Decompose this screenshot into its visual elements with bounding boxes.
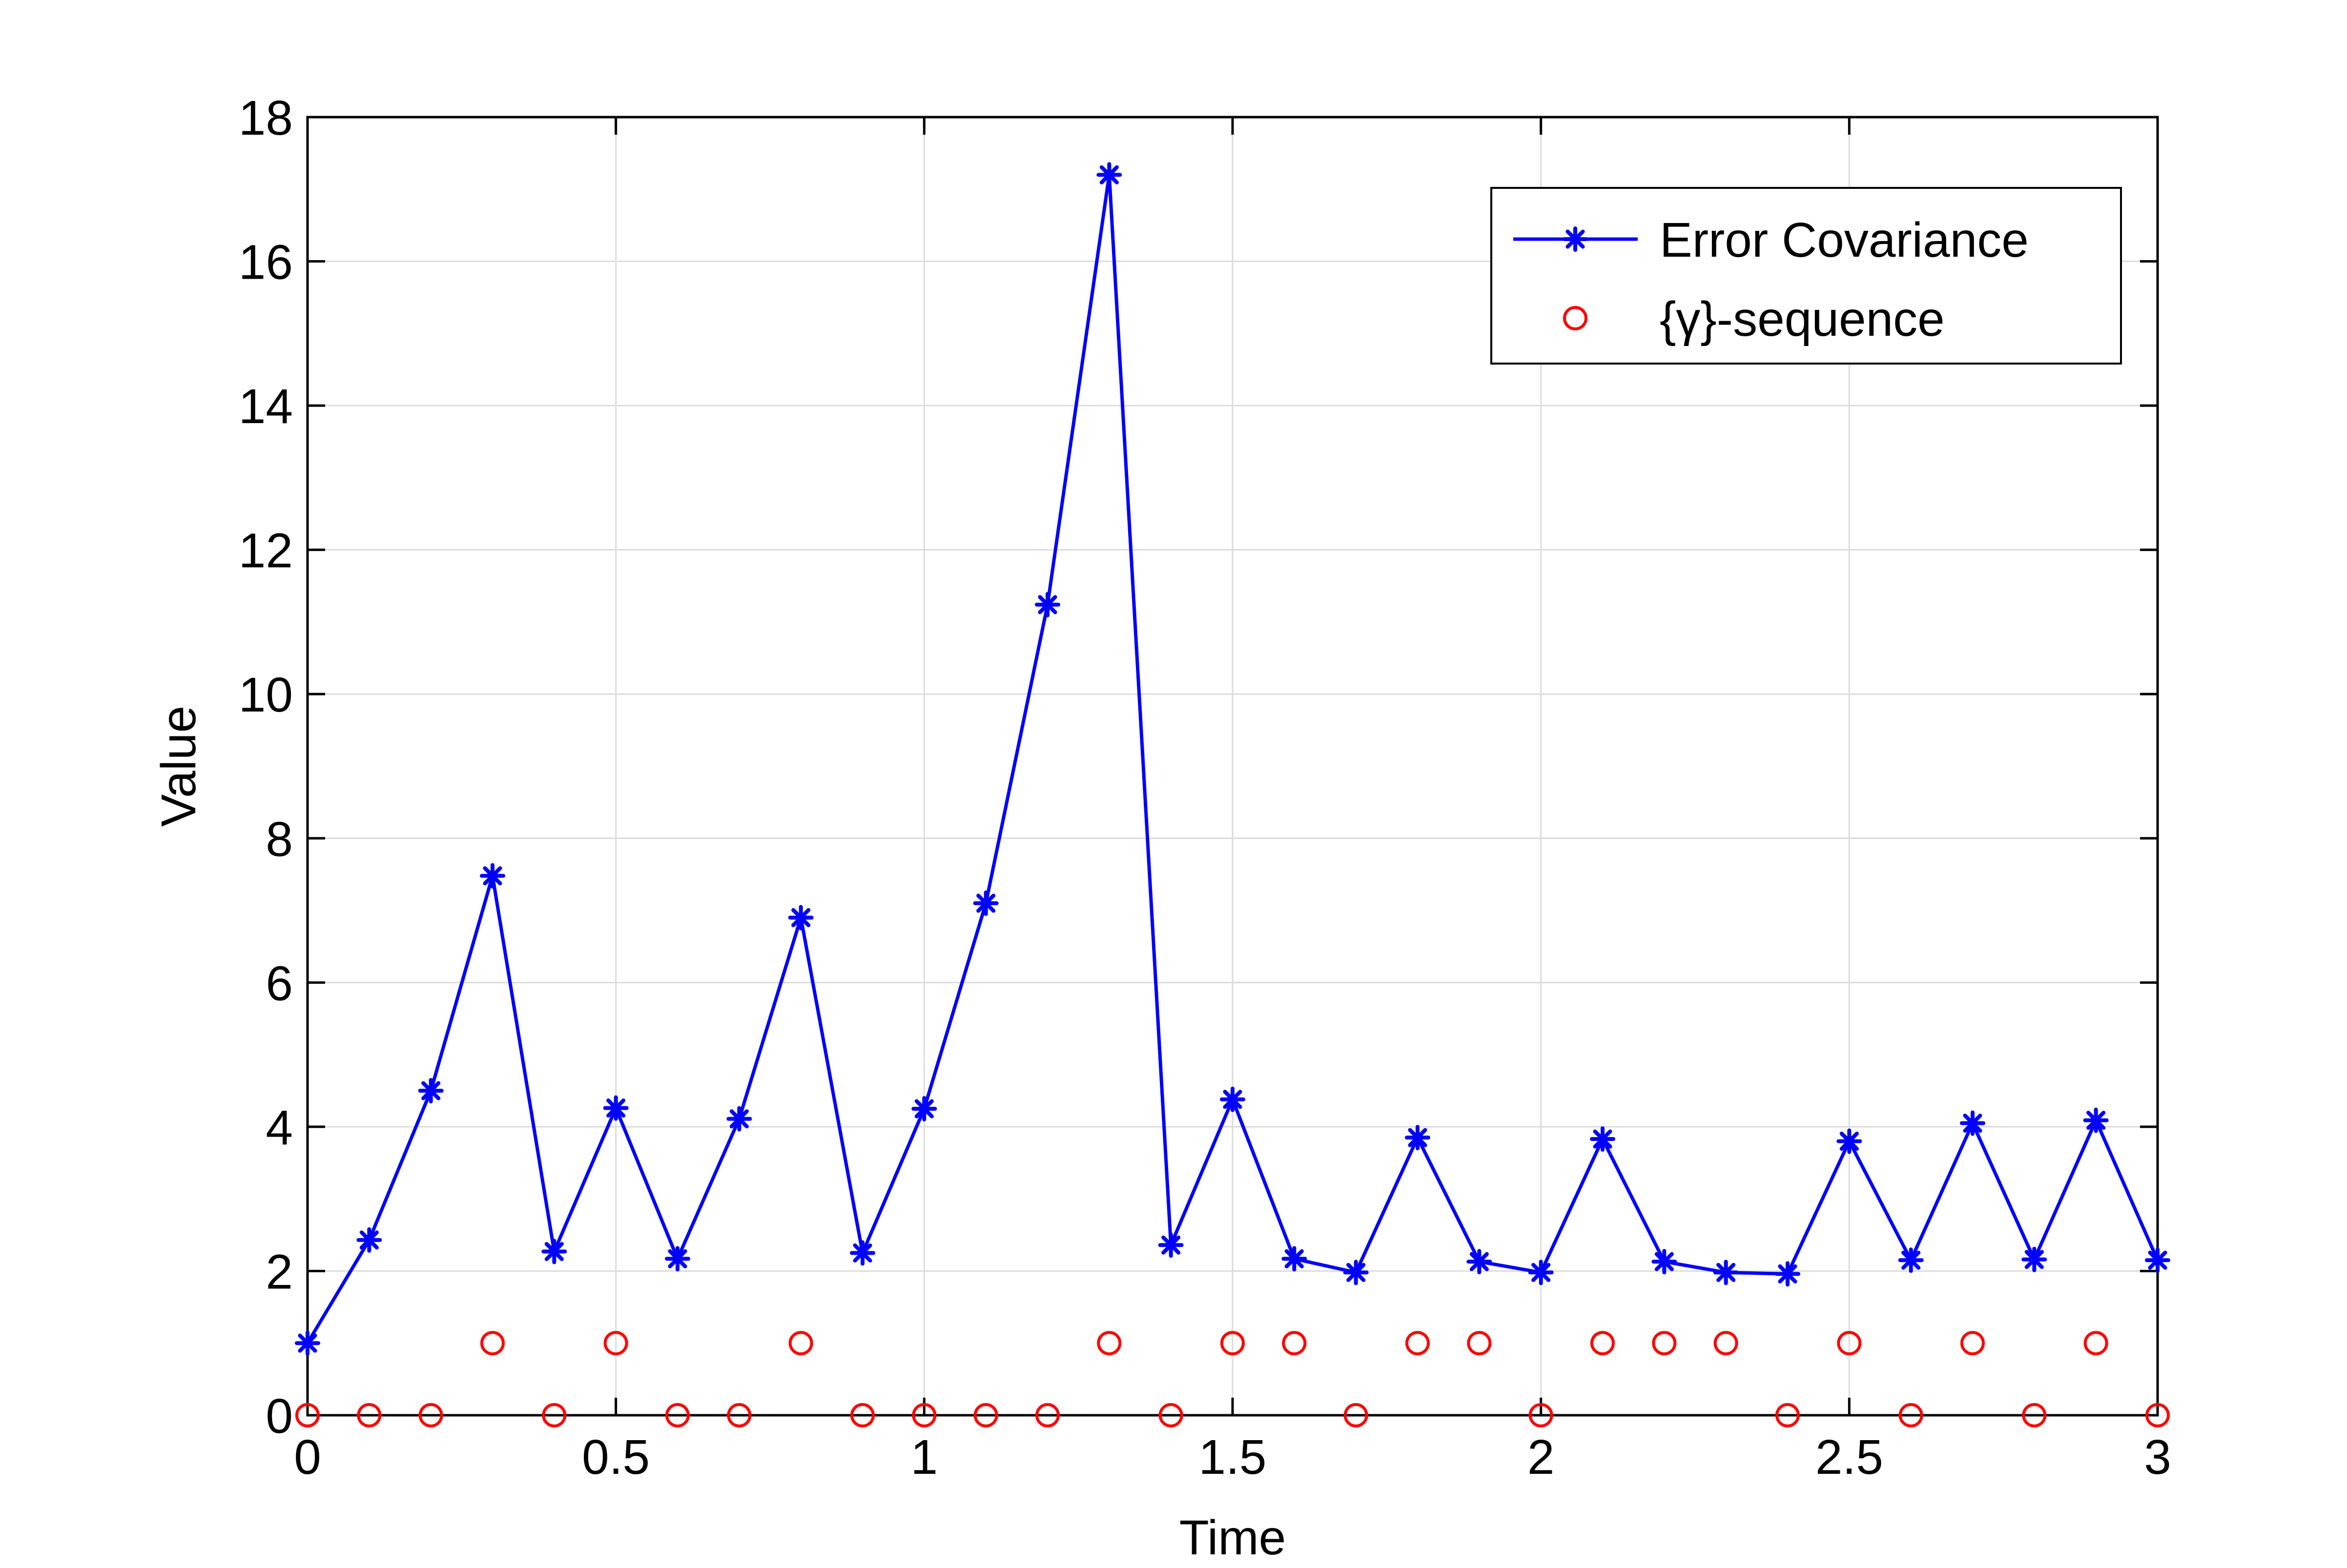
data-point-gamma-sequence — [850, 1403, 875, 1427]
data-point-error-covariance — [665, 1246, 690, 1272]
legend-entries: Error Covariance {γ}-sequence — [1513, 213, 2029, 346]
x-tick-label: 0.5 — [582, 1430, 650, 1485]
data-point-error-covariance — [850, 1240, 875, 1266]
x-tick-label: 1 — [911, 1430, 938, 1485]
data-point-gamma-sequence — [973, 1403, 998, 1427]
data-point-gamma-sequence — [788, 1331, 813, 1356]
y-tick-label: 14 — [239, 379, 293, 434]
data-point-error-covariance — [2145, 1247, 2170, 1273]
y-tick-label: 6 — [266, 956, 293, 1011]
data-point-gamma-sequence — [1837, 1331, 1862, 1356]
data-point-error-covariance — [356, 1227, 382, 1253]
data-point-gamma-sequence — [418, 1403, 443, 1427]
data-point-gamma-sequence — [1898, 1403, 1923, 1427]
data-point-gamma-sequence — [1467, 1331, 1492, 1356]
data-point-error-covariance — [1775, 1261, 1800, 1287]
legend-entry-0: Error Covariance — [1513, 213, 2029, 267]
x-tick-label: 3 — [2144, 1430, 2171, 1485]
data-point-gamma-sequence — [1528, 1403, 1553, 1427]
y-tick-label: 12 — [239, 524, 293, 578]
data-point-gamma-sequence — [1590, 1331, 1615, 1356]
data-point-gamma-sequence — [1960, 1331, 1985, 1356]
data-point-gamma-sequence — [542, 1403, 567, 1427]
series-layer — [295, 162, 2170, 1427]
x-tick-label: 0 — [294, 1430, 321, 1485]
data-point-error-covariance — [541, 1239, 567, 1264]
data-point-gamma-sequence — [1343, 1403, 1368, 1427]
data-point-error-covariance — [911, 1096, 937, 1121]
legend-entry-1: {γ}-sequence — [1563, 292, 1945, 346]
data-point-gamma-sequence — [1282, 1331, 1307, 1356]
x-tick-label: 1.5 — [1198, 1430, 1266, 1485]
data-point-gamma-sequence — [1775, 1403, 1800, 1427]
data-point-error-covariance — [1466, 1249, 1492, 1275]
data-point-error-covariance — [1035, 591, 1060, 617]
data-point-error-covariance — [1713, 1260, 1739, 1285]
data-point-error-covariance — [1651, 1249, 1677, 1275]
legend: Error Covariance {γ}-sequence — [1490, 187, 2122, 365]
data-point-error-covariance — [1405, 1125, 1430, 1151]
data-point-gamma-sequence — [1220, 1331, 1245, 1356]
data-point-gamma-sequence — [1405, 1331, 1430, 1356]
y-tick-label: 2 — [266, 1244, 293, 1299]
y-tick-label: 4 — [266, 1100, 293, 1155]
data-point-gamma-sequence — [1713, 1331, 1738, 1356]
y-axis-label: Value — [151, 706, 206, 827]
data-point-error-covariance — [1590, 1126, 1615, 1152]
data-point-gamma-sequence — [665, 1403, 690, 1427]
data-point-gamma-sequence — [357, 1403, 382, 1427]
legend-label: Error Covariance — [1660, 213, 2029, 267]
x-axis-label: Time — [1179, 1510, 1286, 1565]
data-point-error-covariance — [1281, 1246, 1307, 1272]
data-point-gamma-sequence — [1652, 1331, 1677, 1356]
legend-circle-marker — [1563, 306, 1587, 330]
y-tick-label: 18 — [239, 91, 293, 145]
data-point-error-covariance — [1528, 1260, 1554, 1285]
series-1 — [295, 1331, 2170, 1427]
data-point-error-covariance — [1096, 162, 1122, 188]
legend-box — [1490, 187, 2122, 365]
data-point-error-covariance — [1898, 1247, 1924, 1273]
data-point-error-covariance — [2021, 1246, 2047, 1272]
data-point-error-covariance — [973, 890, 999, 916]
data-point-gamma-sequence — [480, 1331, 505, 1356]
x-tick-label: 2.5 — [1815, 1430, 1883, 1485]
data-point-error-covariance — [1960, 1110, 1985, 1136]
data-point-gamma-sequence — [1035, 1403, 1060, 1427]
data-point-gamma-sequence — [2083, 1331, 2108, 1356]
data-point-error-covariance — [1836, 1128, 1862, 1154]
x-tick-label: 2 — [1527, 1430, 1555, 1485]
data-point-error-covariance — [1343, 1260, 1369, 1285]
data-point-error-covariance — [1220, 1086, 1245, 1112]
data-point-error-covariance — [2083, 1107, 2109, 1133]
y-tick-label: 8 — [266, 812, 293, 867]
data-point-error-covariance — [295, 1330, 320, 1356]
data-point-gamma-sequence — [2022, 1403, 2047, 1427]
data-point-gamma-sequence — [603, 1331, 628, 1356]
legend-label: {γ}-sequence — [1660, 292, 1945, 346]
data-point-gamma-sequence — [912, 1403, 937, 1427]
data-point-gamma-sequence — [1158, 1403, 1183, 1427]
data-point-error-covariance — [788, 905, 814, 931]
y-tick-label: 16 — [239, 235, 293, 290]
data-point-error-covariance — [1158, 1232, 1184, 1258]
data-point-gamma-sequence — [727, 1403, 752, 1427]
y-tick-label: 10 — [239, 668, 293, 722]
data-point-gamma-sequence — [295, 1403, 320, 1427]
data-point-error-covariance — [418, 1078, 444, 1103]
data-point-error-covariance — [603, 1095, 629, 1121]
data-point-error-covariance — [726, 1106, 752, 1132]
tick-layer: 0 0.5 1 1.5 2 2.5 3 0 2 4 6 8 10 12 14 16 18 — [239, 91, 2171, 1485]
data-point-gamma-sequence — [1097, 1331, 1122, 1356]
legend-star-marker — [1563, 226, 1588, 252]
data-point-error-covariance — [480, 863, 505, 889]
data-point-gamma-sequence — [2145, 1403, 2170, 1427]
y-tick-label: 0 — [266, 1389, 293, 1444]
series-0 — [295, 162, 2170, 1356]
